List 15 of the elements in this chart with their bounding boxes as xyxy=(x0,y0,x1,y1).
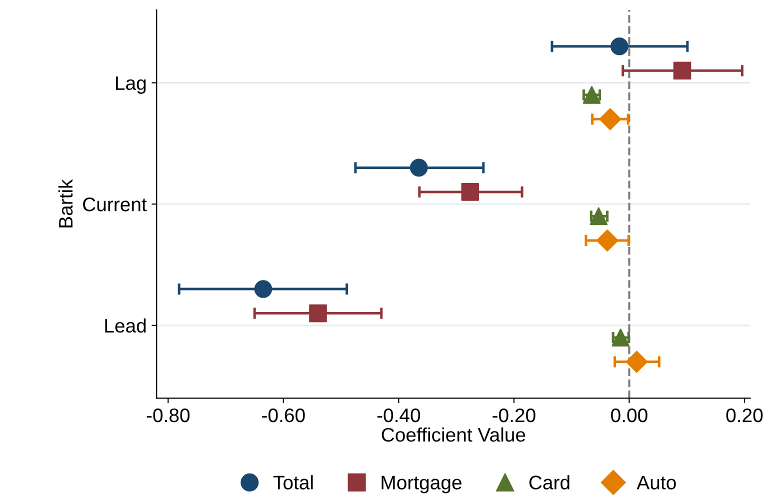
legend-label: Mortgage xyxy=(382,476,462,494)
x-tick-label: -0.40 xyxy=(377,408,420,422)
y-tick-label: Current xyxy=(83,198,147,212)
x-tick-label: 0.20 xyxy=(726,408,763,422)
y-axis-title: Bartik xyxy=(58,179,73,228)
legend-label: Card xyxy=(529,475,570,490)
legend-label: Auto xyxy=(636,476,676,490)
x-tick-label: -0.80 xyxy=(146,408,190,422)
x-axis-title: Coefficient Value xyxy=(382,427,526,442)
legend-label: Total xyxy=(273,475,313,490)
x-tick-label: 0.00 xyxy=(611,408,648,422)
x-tick-label: -0.60 xyxy=(262,408,305,422)
y-tick-label: Lead xyxy=(105,318,146,333)
x-tick-label: -0.20 xyxy=(492,408,536,422)
y-tick-label: Lag xyxy=(116,76,146,94)
